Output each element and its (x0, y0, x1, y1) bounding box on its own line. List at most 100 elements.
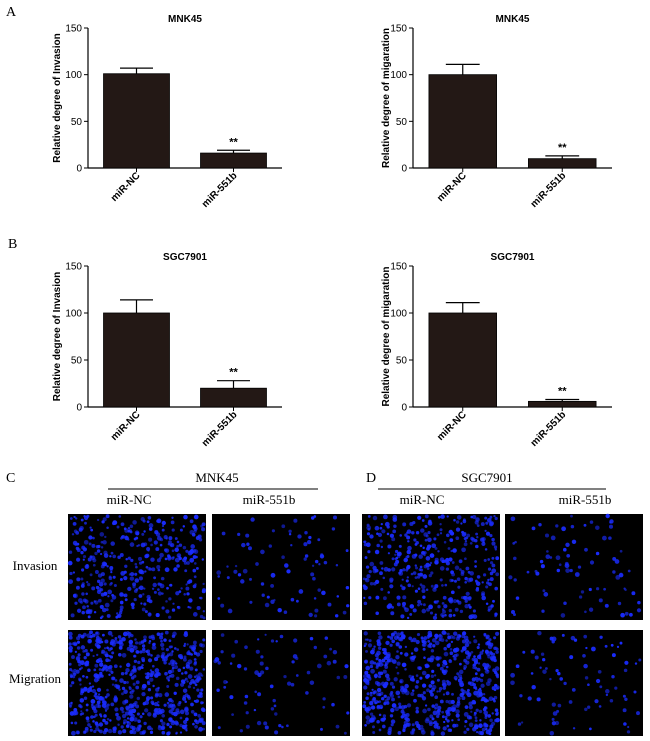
stained-nucleus (67, 560, 73, 566)
stained-nucleus (324, 636, 329, 640)
stained-nucleus (401, 578, 404, 581)
stained-nucleus (98, 696, 104, 701)
stained-nucleus (182, 525, 186, 528)
stained-nucleus (476, 690, 480, 694)
stained-nucleus (472, 666, 475, 669)
stained-nucleus (515, 596, 520, 600)
stained-nucleus (464, 705, 469, 709)
stained-nucleus (492, 599, 495, 603)
stained-nucleus (264, 602, 270, 608)
stained-nucleus (545, 667, 548, 670)
stained-nucleus (474, 687, 478, 691)
stained-nucleus (110, 551, 114, 555)
stained-nucleus (363, 542, 368, 547)
stained-nucleus (191, 532, 196, 537)
stained-nucleus (444, 583, 448, 587)
stained-nucleus (132, 582, 137, 587)
stained-nucleus (365, 719, 371, 725)
stained-nucleus (453, 653, 458, 658)
stained-nucleus (147, 681, 151, 686)
stained-nucleus (428, 684, 433, 688)
stained-nucleus (286, 681, 292, 686)
stained-nucleus (192, 555, 197, 559)
stained-nucleus (372, 731, 376, 734)
stained-nucleus (304, 531, 308, 535)
stained-nucleus (474, 666, 478, 670)
stained-nucleus (68, 631, 73, 637)
stained-nucleus (386, 677, 391, 682)
stained-nucleus (445, 665, 449, 669)
stained-nucleus (129, 694, 134, 699)
stained-nucleus (463, 730, 467, 735)
stained-nucleus (273, 704, 277, 708)
stained-nucleus (194, 724, 198, 729)
stained-nucleus (441, 630, 447, 635)
stained-nucleus (389, 681, 394, 686)
stained-nucleus (387, 591, 390, 594)
stained-nucleus (148, 567, 152, 571)
stained-nucleus (93, 668, 97, 672)
stained-nucleus (183, 593, 186, 596)
stained-nucleus (485, 663, 490, 668)
stained-nucleus (364, 660, 368, 664)
stained-nucleus (408, 636, 413, 641)
stained-nucleus (470, 710, 473, 713)
stained-nucleus (609, 521, 612, 524)
stained-nucleus (584, 547, 588, 552)
stained-nucleus (79, 698, 85, 703)
stained-nucleus (386, 605, 391, 609)
stained-nucleus (69, 684, 73, 688)
stained-nucleus (480, 683, 485, 688)
stained-nucleus (452, 723, 457, 728)
stained-nucleus (104, 653, 109, 658)
stained-nucleus (104, 720, 109, 725)
stained-nucleus (480, 699, 483, 702)
stained-nucleus (80, 666, 83, 670)
stained-nucleus (140, 570, 145, 575)
stained-nucleus (420, 603, 423, 606)
stained-nucleus (297, 534, 302, 539)
stained-nucleus (184, 569, 188, 573)
stained-nucleus (403, 586, 406, 590)
stained-nucleus (138, 561, 143, 565)
stained-nucleus (404, 652, 409, 657)
stained-nucleus (584, 610, 587, 614)
stained-nucleus (145, 675, 150, 680)
stained-nucleus (580, 590, 585, 594)
stained-nucleus (105, 665, 110, 670)
stained-nucleus (430, 649, 435, 653)
stained-nucleus (366, 574, 371, 579)
stained-nucleus (464, 557, 467, 561)
stained-nucleus (156, 632, 161, 636)
stained-nucleus (198, 691, 203, 695)
stained-nucleus (74, 650, 78, 654)
stained-nucleus (173, 567, 178, 572)
stained-nucleus (97, 703, 100, 706)
stained-nucleus (318, 563, 321, 566)
stained-nucleus (97, 640, 102, 644)
microscopy-col-mnk45-nc: miR-NC (107, 492, 152, 507)
stained-nucleus (473, 635, 476, 638)
stained-nucleus (399, 584, 403, 588)
stained-nucleus (473, 663, 476, 667)
stained-nucleus (412, 608, 417, 613)
stained-nucleus (199, 614, 204, 619)
stained-nucleus (151, 587, 155, 590)
stained-nucleus (494, 516, 498, 521)
stained-nucleus (404, 668, 407, 671)
stained-nucleus (371, 688, 374, 691)
stained-nucleus (95, 674, 100, 679)
stained-nucleus (119, 642, 124, 647)
stained-nucleus (190, 702, 194, 707)
stained-nucleus (418, 568, 422, 572)
y-tick-label: 100 (390, 70, 407, 81)
stained-nucleus (90, 601, 94, 605)
stained-nucleus (176, 540, 180, 544)
stained-nucleus (165, 648, 169, 652)
stained-nucleus (369, 561, 375, 567)
stained-nucleus (78, 527, 83, 532)
stained-nucleus (127, 586, 132, 592)
stained-nucleus (430, 655, 435, 661)
stained-nucleus (395, 642, 400, 647)
stained-nucleus (129, 647, 135, 653)
